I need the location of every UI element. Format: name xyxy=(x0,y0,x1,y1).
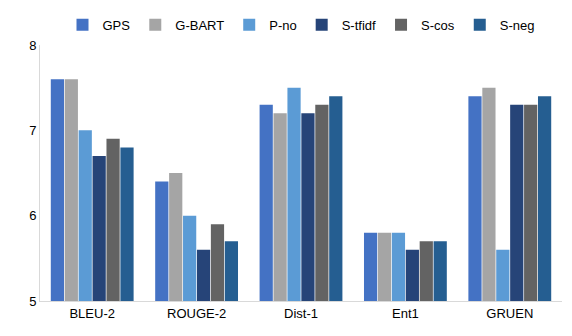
svg-text:P-no: P-no xyxy=(269,18,296,33)
svg-text:Ent1: Ent1 xyxy=(392,306,419,321)
svg-text:ROUGE-2: ROUGE-2 xyxy=(167,306,226,321)
svg-text:S-neg: S-neg xyxy=(500,18,535,33)
svg-text:S-tfidf: S-tfidf xyxy=(342,18,376,33)
svg-text:7: 7 xyxy=(29,123,36,138)
svg-text:6: 6 xyxy=(29,208,36,223)
svg-text:GRUEN: GRUEN xyxy=(486,306,533,321)
svg-text:5: 5 xyxy=(29,294,36,309)
svg-text:S-cos: S-cos xyxy=(421,18,455,33)
svg-text:8: 8 xyxy=(29,38,36,53)
svg-text:Dist-1: Dist-1 xyxy=(284,306,318,321)
svg-text:GPS: GPS xyxy=(103,18,131,33)
svg-text:BLEU-2: BLEU-2 xyxy=(69,306,115,321)
svg-text:G-BART: G-BART xyxy=(175,18,224,33)
